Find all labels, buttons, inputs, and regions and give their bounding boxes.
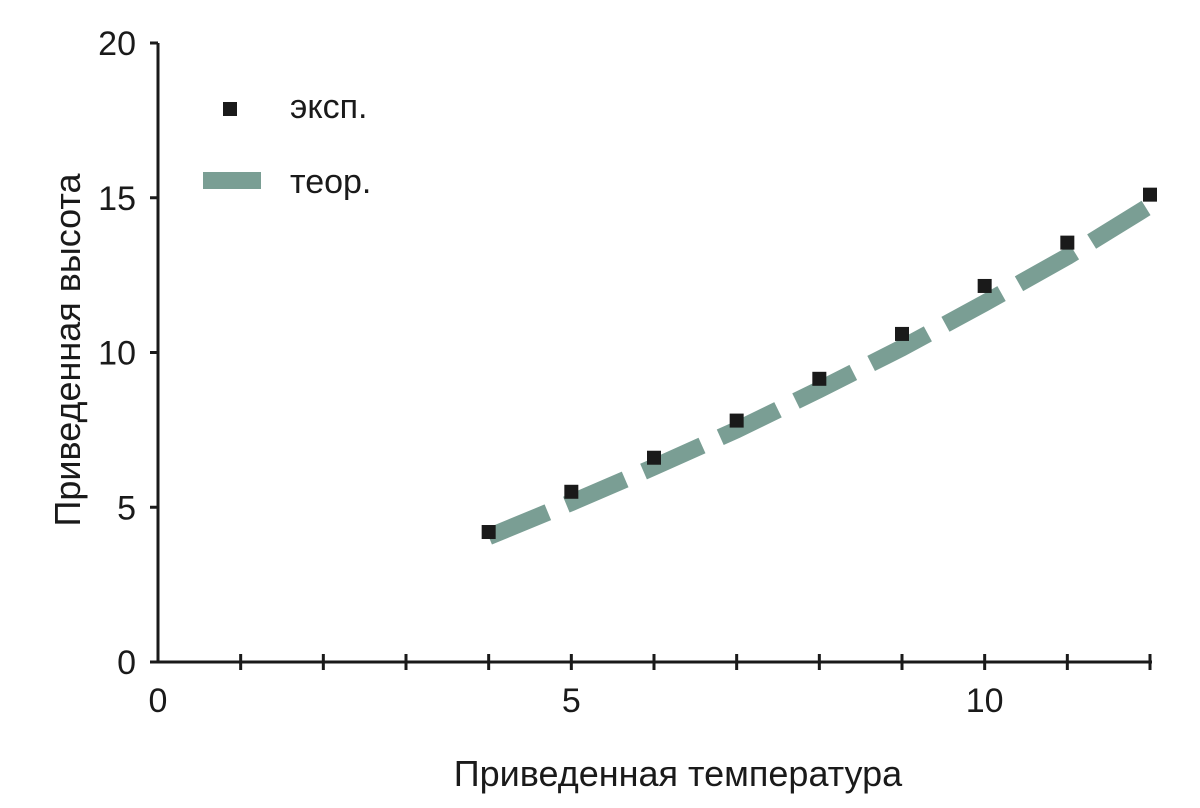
legend-marker-exp <box>223 102 237 116</box>
y-tick-label: 0 <box>117 644 136 682</box>
y-axis-label: Приведенная высота <box>47 173 88 527</box>
y-tick-label: 10 <box>98 335 136 373</box>
axes: 0 5 10 15 20 0 5 10 <box>98 25 1152 720</box>
x-tick-label: 10 <box>966 682 1004 720</box>
theory-curve <box>485 198 1155 545</box>
data-point <box>1143 187 1157 202</box>
legend-label-theory: теор. <box>290 163 371 201</box>
y-tick-label: 5 <box>117 489 136 527</box>
x-tick-label: 5 <box>562 682 581 720</box>
data-point <box>564 484 579 499</box>
y-tick-label: 15 <box>98 180 136 218</box>
legend: эксп. теор. <box>203 88 371 201</box>
x-axis-label: Приведенная температура <box>454 753 903 794</box>
legend-label-exp: эксп. <box>290 88 367 126</box>
experimental-points <box>481 187 1157 540</box>
data-point <box>729 413 744 428</box>
data-point <box>977 278 992 293</box>
legend-marker-theory <box>203 172 261 189</box>
theory-band <box>485 198 1155 545</box>
data-point <box>895 326 909 341</box>
y-tick-label: 20 <box>98 25 136 63</box>
data-point <box>481 525 496 540</box>
x-tick-label: 0 <box>149 682 168 720</box>
data-point <box>647 450 661 465</box>
data-point <box>1060 235 1075 250</box>
data-point <box>812 371 827 386</box>
